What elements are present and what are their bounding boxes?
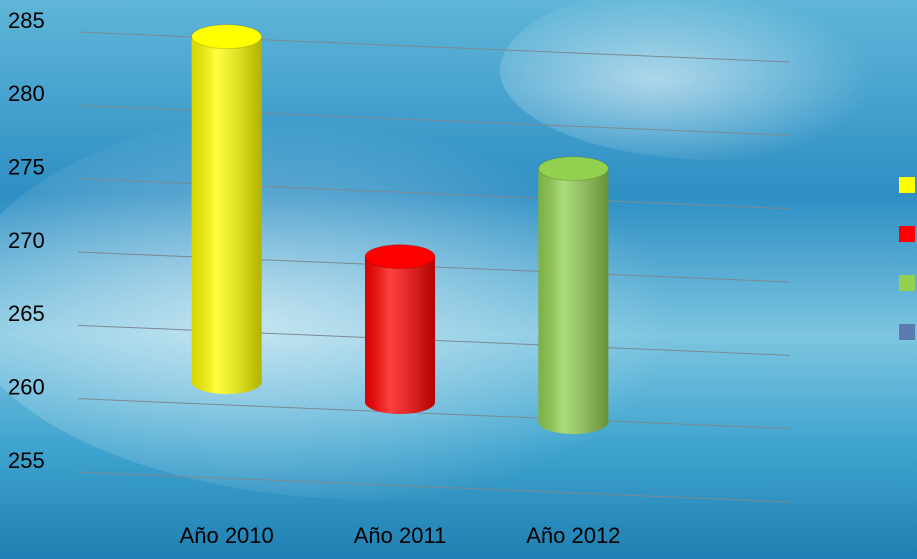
- y-tick-label: 285: [8, 8, 45, 33]
- bar-top: [364, 244, 436, 270]
- bar-top: [537, 156, 609, 182]
- legend-swatch: [899, 324, 915, 340]
- x-tick-label: Año 2011: [354, 523, 447, 548]
- x-tick-label: Año 2012: [526, 523, 620, 548]
- y-tick-label: 280: [8, 81, 45, 106]
- background-foam: [500, 0, 917, 160]
- y-tick-label: 255: [8, 448, 45, 473]
- x-tick-label: Año 2010: [180, 523, 274, 548]
- grid-line: [77, 471, 791, 503]
- y-tick-label: 270: [8, 228, 45, 253]
- grid-line: [77, 398, 791, 430]
- y-tick-label: 265: [8, 301, 45, 326]
- legend-swatch: [899, 226, 915, 242]
- bar: [364, 244, 436, 414]
- bar-top: [191, 24, 263, 50]
- legend-swatch: [899, 275, 915, 291]
- y-tick-label: 260: [8, 374, 45, 399]
- legend-swatch: [899, 177, 915, 193]
- bar-shade: [191, 36, 262, 394]
- bar: [537, 156, 609, 434]
- bar-shade: [538, 168, 609, 434]
- bar-shade: [365, 256, 435, 414]
- bar: [191, 24, 263, 394]
- y-tick-label: 275: [8, 154, 45, 179]
